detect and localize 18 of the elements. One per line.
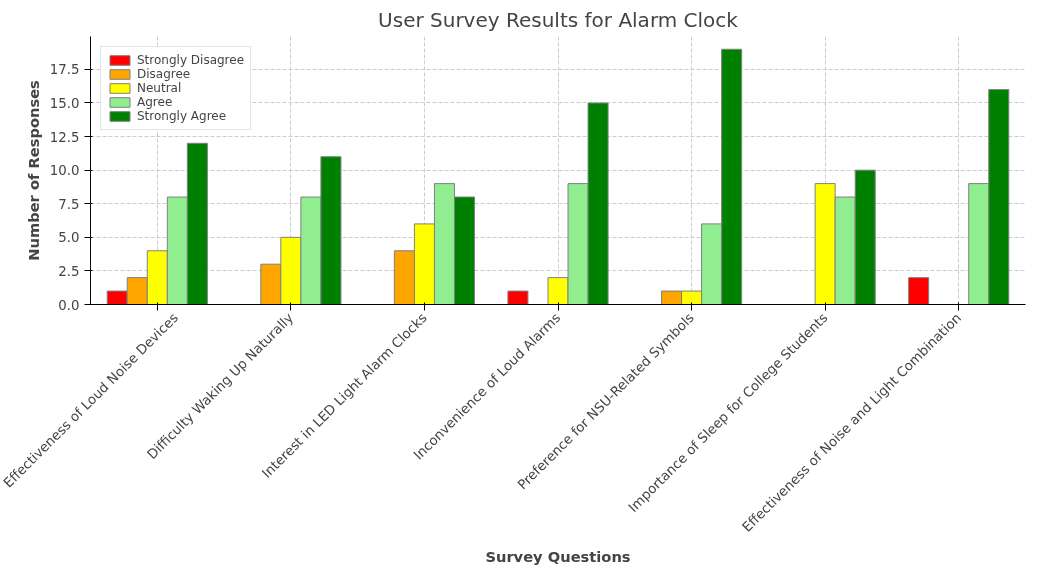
- y-tick-label: 17.5: [49, 62, 80, 78]
- y-axis-title: Number of Responses: [24, 79, 42, 261]
- legend-label: Strongly Disagree: [137, 53, 245, 67]
- y-tick-label: 15.0: [49, 96, 80, 111]
- legend-label: Strongly Agree: [137, 109, 227, 123]
- y-tick-label: 10.0: [49, 163, 80, 179]
- y-tick-label: 2.5: [58, 263, 80, 279]
- legend-label: Neutral: [137, 81, 182, 95]
- legend-label: Agree: [137, 95, 173, 109]
- legend-label: Disagree: [137, 67, 191, 81]
- y-tick-label: 7.5: [58, 196, 80, 212]
- x-axis-title: Survey Questions: [485, 548, 631, 566]
- y-tick-label: 12.5: [49, 129, 80, 145]
- bar: [908, 277, 930, 305]
- bar: [507, 290, 529, 305]
- chart-title: User Survey Results for Alarm Clock: [378, 7, 739, 32]
- y-tick-label: 0.0: [58, 297, 80, 313]
- y-tick-label: 5.0: [58, 230, 80, 246]
